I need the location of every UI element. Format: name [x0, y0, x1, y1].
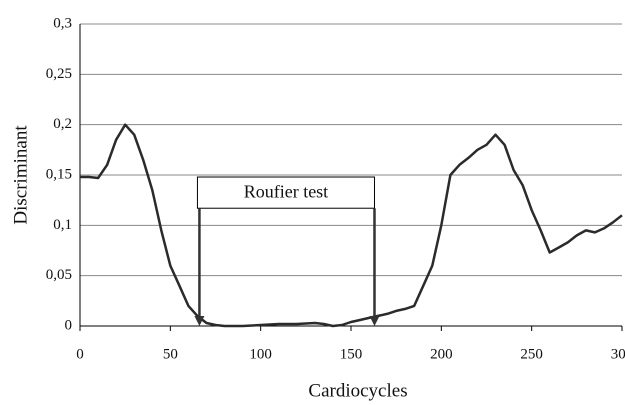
x-tick-label: 0 — [76, 346, 84, 362]
x-tick-label: 150 — [340, 346, 363, 362]
y-tick-label: 0,25 — [46, 66, 72, 82]
x-tick-label: 50 — [163, 346, 178, 362]
annotation-text: Roufier test — [244, 182, 328, 202]
annotation-box — [196, 176, 375, 209]
y-tick-label: 0,3 — [53, 15, 72, 31]
y-tick-label: 0,1 — [53, 217, 72, 233]
y-axis-title: Discriminant — [10, 125, 31, 225]
y-tick-label: 0,05 — [46, 267, 72, 283]
x-tick-label: 100 — [249, 346, 272, 362]
x-axis-title: Cardiocycles — [308, 380, 407, 401]
y-tick-label: 0 — [65, 317, 73, 333]
arrow-head — [194, 316, 205, 326]
x-tick-label: 300 — [611, 346, 625, 362]
arrow-head — [369, 316, 380, 326]
x-tick-label: 250 — [520, 346, 543, 362]
y-tick-label: 0,15 — [46, 166, 72, 182]
x-tick-label: 200 — [430, 346, 453, 362]
y-tick-label: 0,2 — [53, 116, 72, 132]
